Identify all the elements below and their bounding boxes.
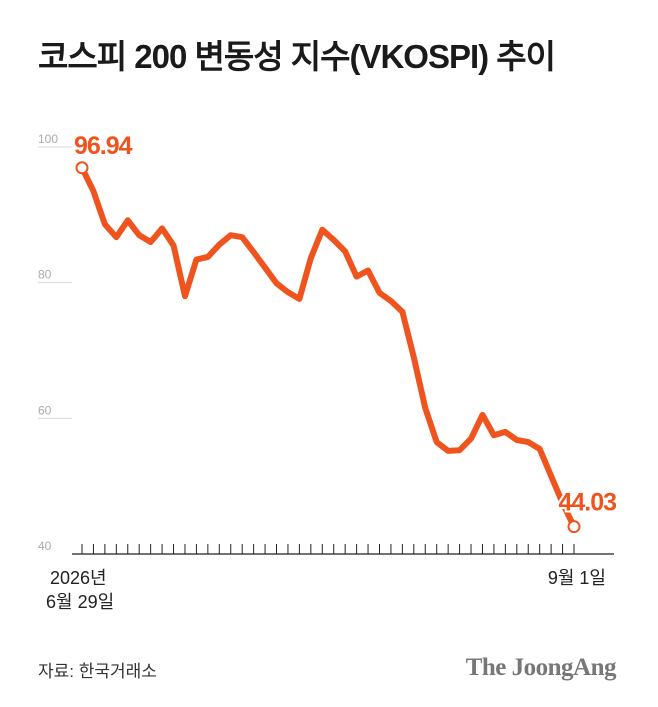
- start-point-marker: [75, 161, 89, 175]
- chart-title: 코스피 200 변동성 지수(VKOSPI) 추이: [38, 38, 556, 75]
- x-start-year-label: 2026년: [50, 568, 107, 588]
- gridlines: [38, 146, 72, 419]
- y-tick-labels: 100 80 60 40: [38, 132, 58, 553]
- y-tick-label-60: 60: [38, 403, 52, 417]
- x-end-date-label: 9월 1일: [548, 568, 606, 588]
- x-axis-ticks: [81, 544, 575, 554]
- x-start-date-label: 6월 29일: [46, 592, 114, 612]
- start-value-label: 96.94: [74, 132, 133, 160]
- end-point-marker: [567, 520, 581, 534]
- end-value-label: 44.03: [558, 489, 616, 517]
- publisher-logo: The JoongAng: [465, 654, 617, 681]
- y-tick-label-40: 40: [38, 539, 52, 553]
- y-tick-label-80: 80: [38, 268, 52, 282]
- source-note: 자료: 한국거래소: [38, 662, 157, 681]
- y-tick-label-100: 100: [38, 132, 58, 146]
- endpoint-markers: 96.94 44.03: [72, 130, 619, 534]
- series-line-vkospi: [79, 164, 577, 530]
